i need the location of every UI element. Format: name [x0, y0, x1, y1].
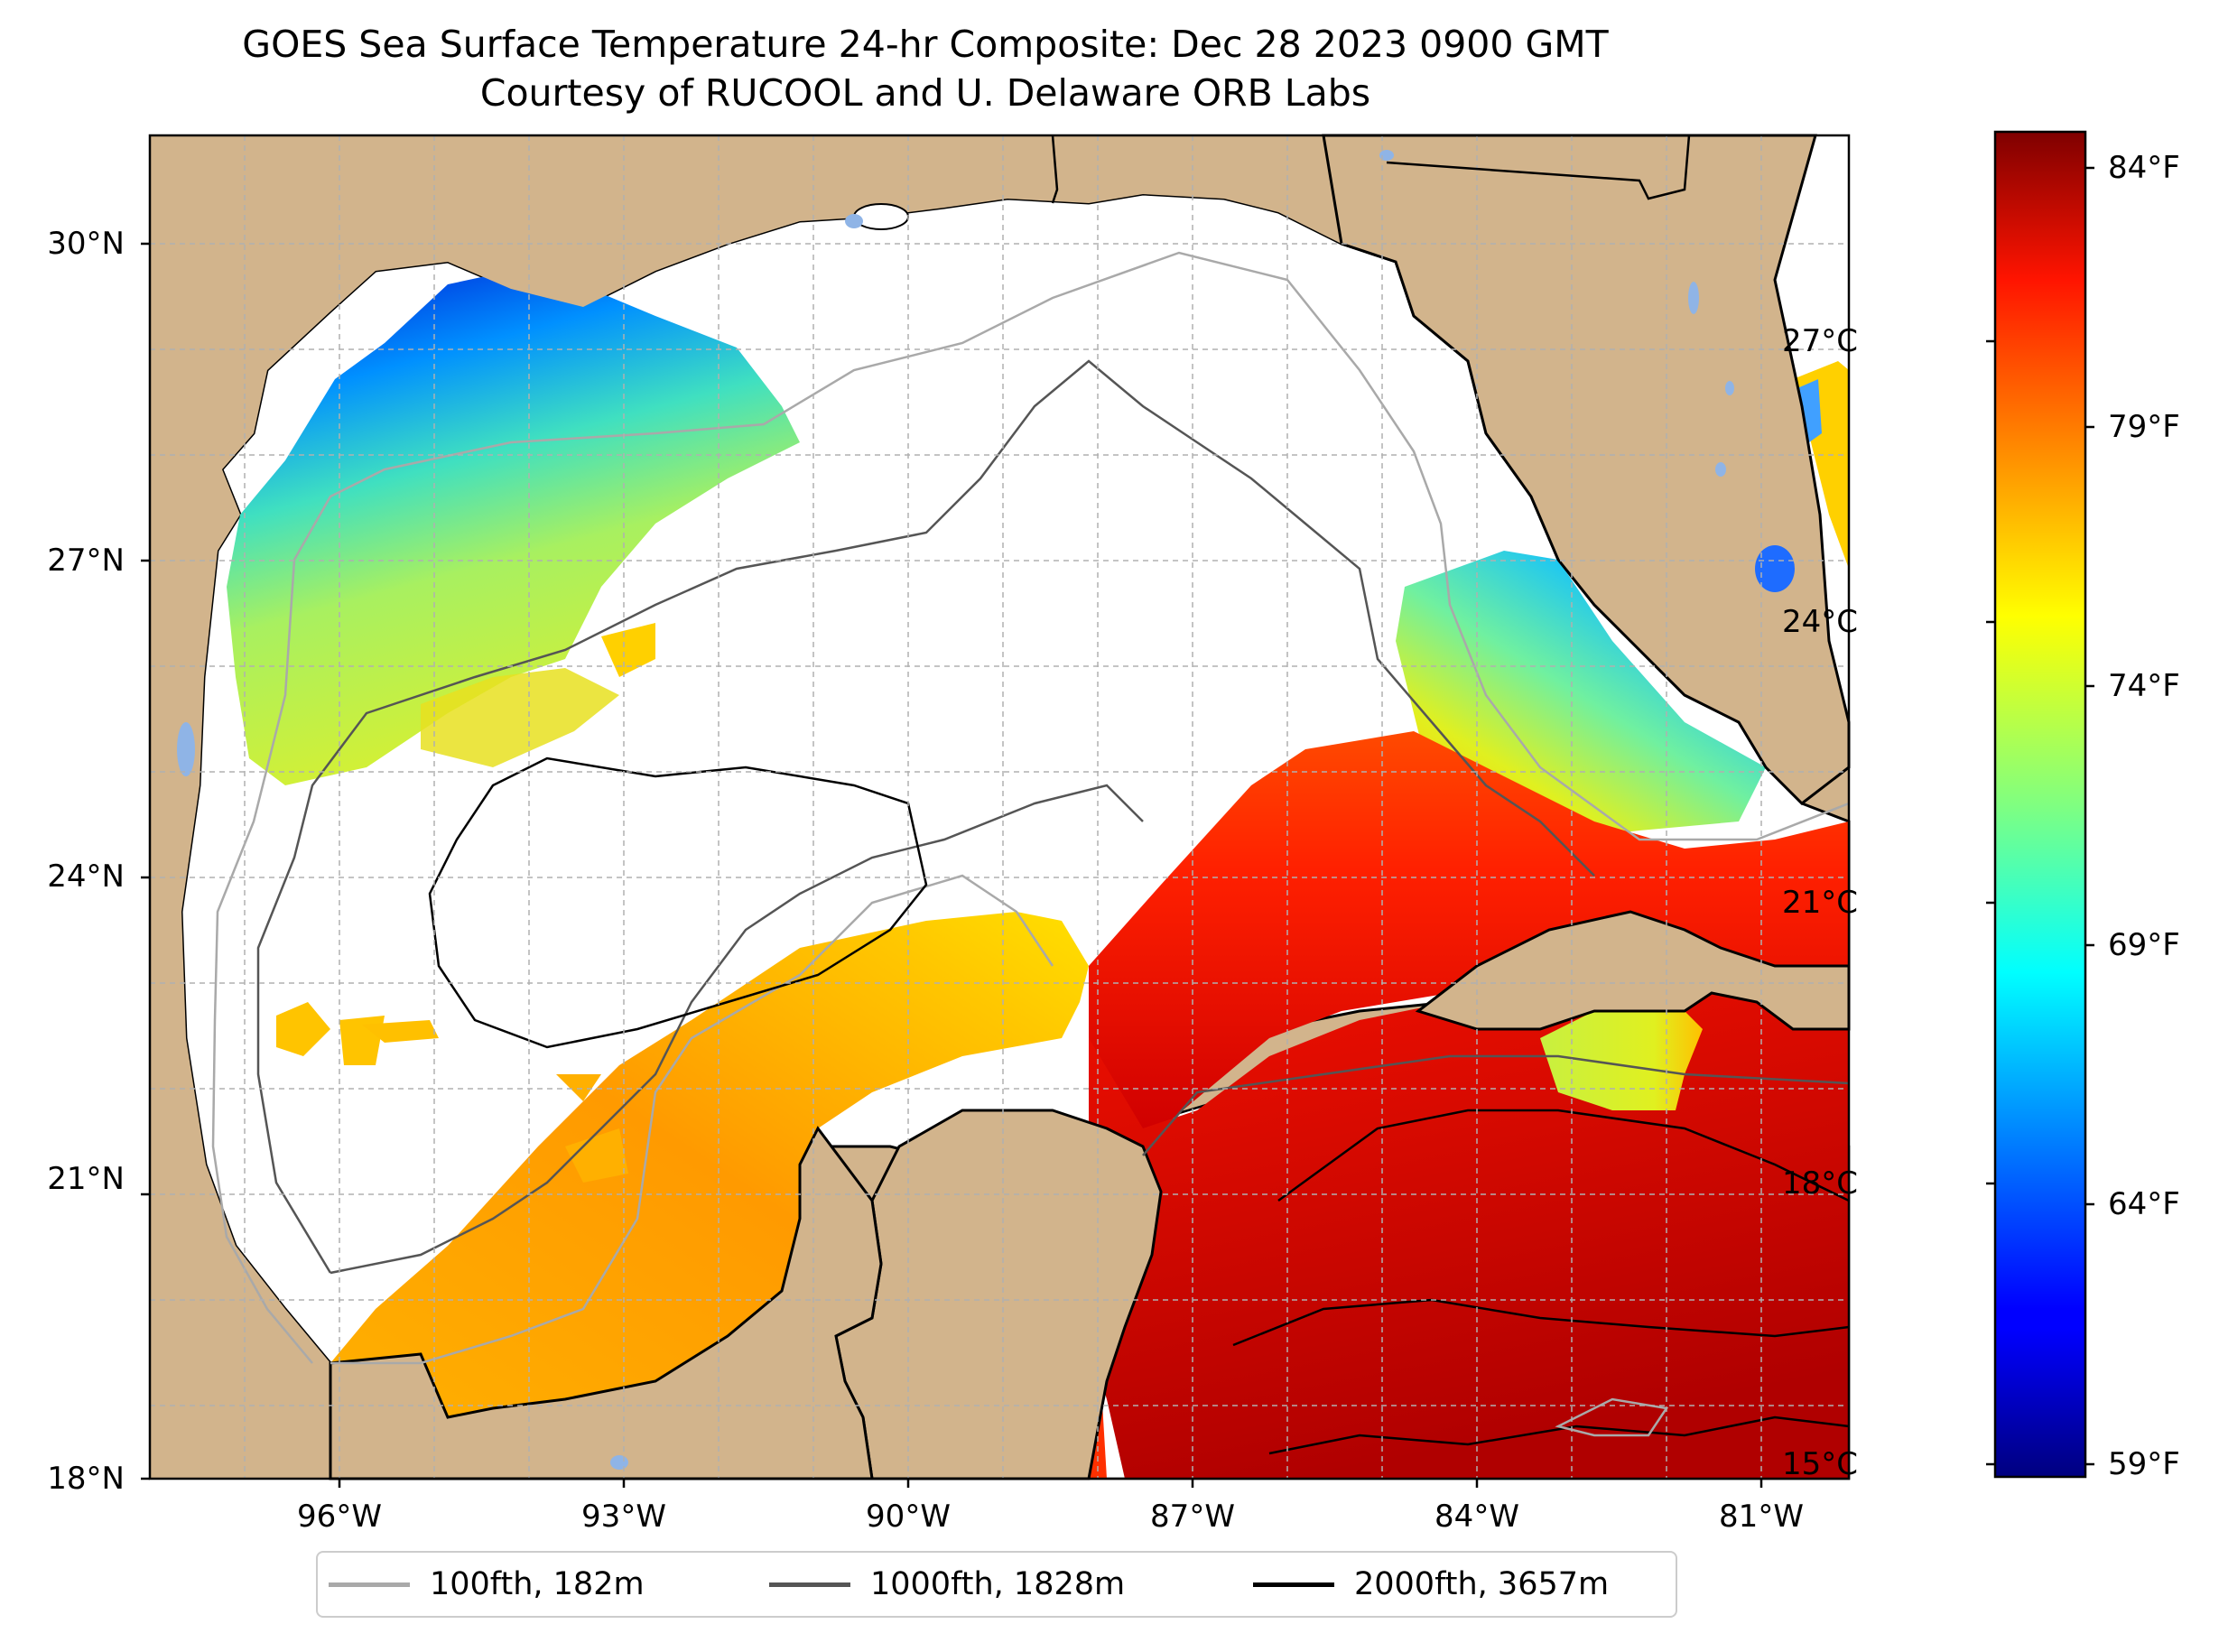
legend-label-1000fth: 1000fth, 1828m — [870, 1566, 1126, 1602]
isobath-carib-5 — [1555, 1397, 1669, 1437]
lon-label-81w: 81°W — [1719, 1499, 1804, 1535]
colorbar-label-21c: 21°C — [1781, 885, 1858, 921]
lat-label-24n: 24°N — [47, 858, 125, 895]
lon-label-87w: 87°W — [1150, 1499, 1235, 1535]
map-title: GOES Sea Surface Temperature 24-hr Compo… — [0, 20, 1851, 117]
legend-line-100fth — [329, 1582, 410, 1587]
colorbar-label-18c: 18°C — [1781, 1165, 1858, 1202]
colorbar-label-27c: 27°C — [1781, 323, 1858, 359]
lon-label-96w: 96°W — [297, 1499, 382, 1535]
state-border — [1386, 135, 1691, 200]
lake-5 — [845, 214, 863, 228]
title-line-2: Courtesy of RUCOOL and U. Delaware ORB L… — [479, 71, 1371, 115]
florida-peninsula — [1322, 134, 1851, 805]
sst-cuba-north-patch — [1540, 1011, 1703, 1110]
state-border-2 — [1051, 135, 1059, 204]
isobath-carib-1 — [1277, 1109, 1850, 1202]
colorbar-label-74f: 74°F — [2108, 668, 2180, 704]
isobath-100fth-campeche — [330, 874, 1054, 1365]
isobath-carib-4 — [1142, 1054, 1850, 1156]
legend-item-1000fth: 1000fth, 1828m — [769, 1553, 1125, 1616]
lake-okeechobee — [1755, 545, 1795, 592]
legend-line-1000fth — [769, 1582, 850, 1587]
colorbar-label-24c: 24°C — [1781, 604, 1858, 640]
sst-nw-shelf — [227, 271, 800, 785]
lake-pontchartrain — [853, 203, 909, 230]
colorbar-label-79f: 79°F — [2108, 409, 2180, 445]
lat-label-21n: 21°N — [47, 1161, 125, 1197]
bathymetry-legend: 100fth, 182m 1000fth, 1828m 2000fth, 365… — [316, 1551, 1677, 1618]
map-frame — [148, 134, 1851, 1480]
lake-2 — [1688, 282, 1699, 314]
sst-campeche — [330, 912, 1089, 1417]
colorbar-label-69f: 69°F — [2108, 927, 2180, 963]
legend-item-2000fth: 2000fth, 3657m — [1253, 1553, 1609, 1616]
sst-w-patch — [276, 1002, 385, 1065]
axis-ticks — [141, 242, 1763, 1488]
isobath-1000fth — [256, 359, 1595, 1274]
lat-label-30n: 30°N — [47, 226, 125, 262]
lake-6 — [1379, 150, 1394, 161]
colorbar-label-84f: 84°F — [2108, 150, 2180, 186]
isobath-2000fth — [428, 756, 928, 1049]
lon-label-90w: 90°W — [866, 1499, 951, 1535]
lake-4 — [1715, 462, 1726, 477]
mexico-west-coast — [150, 135, 1414, 1479]
isobath-1000fth-south — [330, 784, 1144, 1275]
sst-w-patch-2 — [362, 1020, 439, 1043]
colorbar-label-59f: 59°F — [2108, 1446, 2180, 1482]
colorbar-label-15c: 15°C — [1781, 1446, 1858, 1482]
colorbar-ticks — [1986, 166, 2094, 1466]
legend-label-100fth: 100fth, 182m — [430, 1566, 645, 1602]
lat-label-27n: 27°N — [47, 543, 125, 579]
sst-florida-shelf — [1396, 551, 1766, 840]
sst-map — [141, 134, 1851, 1488]
sst-loop-current — [1089, 731, 1849, 1128]
lon-label-84w: 84°W — [1434, 1499, 1519, 1535]
lake-7 — [610, 1455, 628, 1470]
map-canvas — [141, 134, 1851, 1488]
lon-label-93w: 93°W — [581, 1499, 666, 1535]
legend-line-2000fth — [1253, 1582, 1334, 1587]
sst-florida-east-blue — [1797, 379, 1822, 442]
legend-item-100fth: 100fth, 182m — [329, 1553, 645, 1616]
isobath-carib-3 — [1268, 1415, 1850, 1455]
title-line-1: GOES Sea Surface Temperature 24-hr Compo… — [242, 23, 1609, 66]
isobath-carib-2 — [1232, 1298, 1850, 1347]
isobath-100fth — [211, 251, 1850, 1364]
lat-label-18n: 18°N — [47, 1461, 125, 1497]
legend-label-2000fth: 2000fth, 3657m — [1354, 1566, 1610, 1602]
colorbar-gradient — [1993, 130, 2087, 1479]
mexico-south-coast — [329, 1126, 883, 1480]
graticule — [150, 135, 1849, 1479]
sst-nw-small-patch — [601, 623, 655, 677]
colorbar-label-64f: 64°F — [2108, 1186, 2180, 1222]
lake-3 — [1725, 381, 1734, 395]
lake-1 — [177, 722, 195, 776]
sst-nw-yellow — [421, 668, 619, 767]
